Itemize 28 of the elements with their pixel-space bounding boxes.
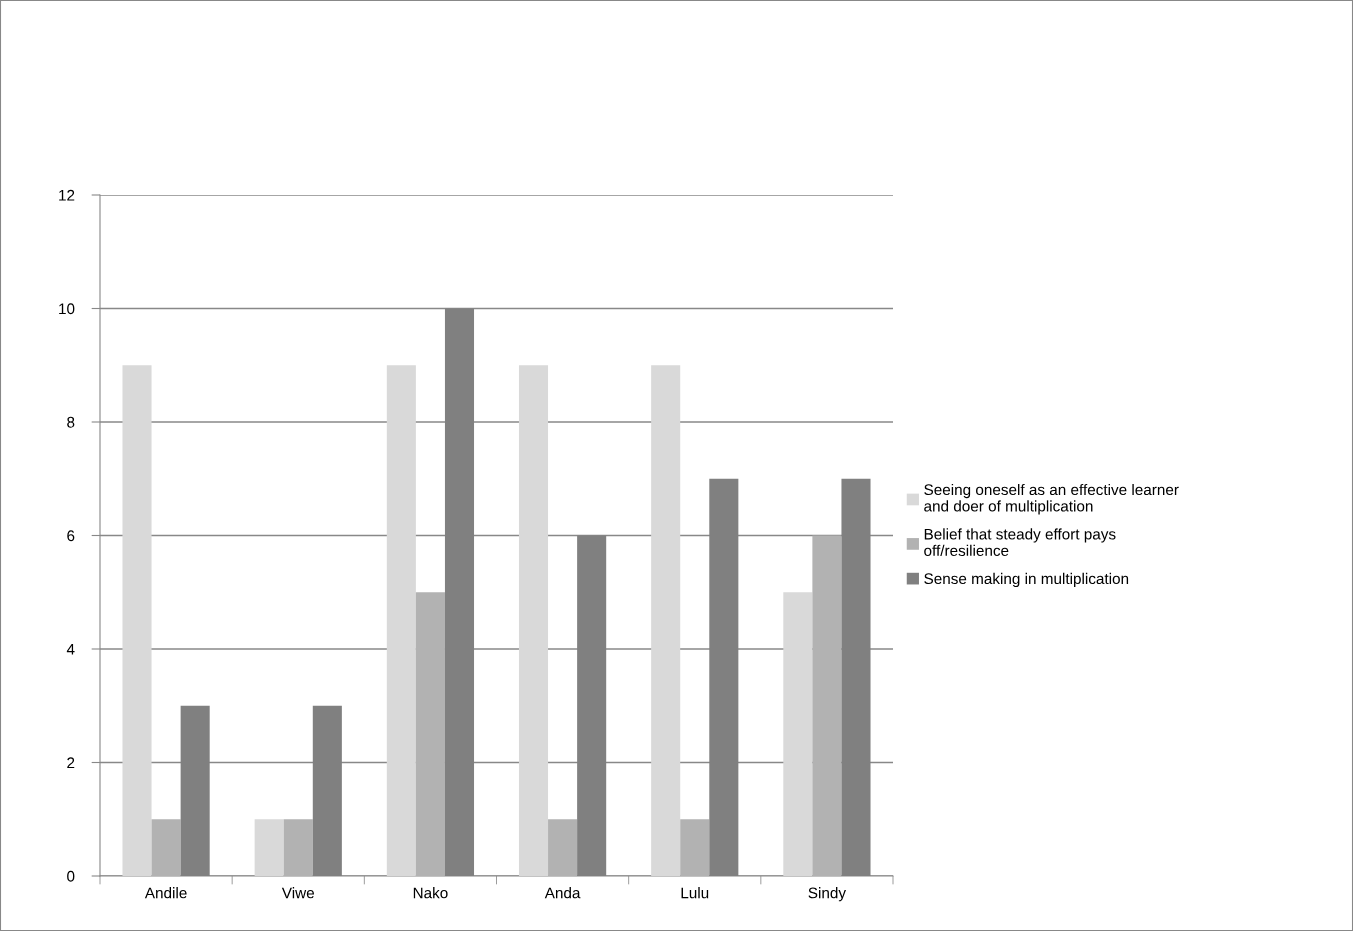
y-tick-label: 0: [67, 870, 75, 882]
y-tick-label: 4: [66, 644, 75, 655]
bar: [680, 819, 710, 876]
x-tick-label: Lulu: [681, 887, 709, 899]
legend-label: Belief that steady effort pays off/resilience: [924, 528, 1116, 557]
bar: [651, 365, 681, 876]
y-tick-label: 6: [67, 530, 75, 542]
bar: [518, 365, 549, 876]
bar: [122, 365, 152, 876]
bar: [283, 819, 313, 876]
bar: [783, 592, 813, 876]
x-tick-label: Viwe: [281, 887, 314, 899]
y-tick-label: 12: [59, 189, 75, 201]
legend-label: Seeing oneself as an effective learner and doer of multiplication: [924, 483, 1179, 515]
x-tick-label: Andile: [144, 887, 187, 899]
y-tick-label: 10: [59, 303, 75, 315]
legend-label: Sense making in multiplication: [924, 572, 1129, 588]
x-tick-label: Nako: [413, 887, 448, 899]
bar: [415, 592, 445, 876]
bar: [386, 365, 416, 876]
bar: [254, 819, 284, 876]
bar: [548, 819, 578, 876]
bar: [151, 819, 181, 876]
y-tick-label: 8: [67, 416, 75, 428]
x-tick-label: Anda: [544, 887, 581, 899]
y-tick-label: 2: [67, 757, 75, 769]
bar: [812, 535, 842, 876]
x-tick-label: Sindy: [808, 887, 846, 902]
